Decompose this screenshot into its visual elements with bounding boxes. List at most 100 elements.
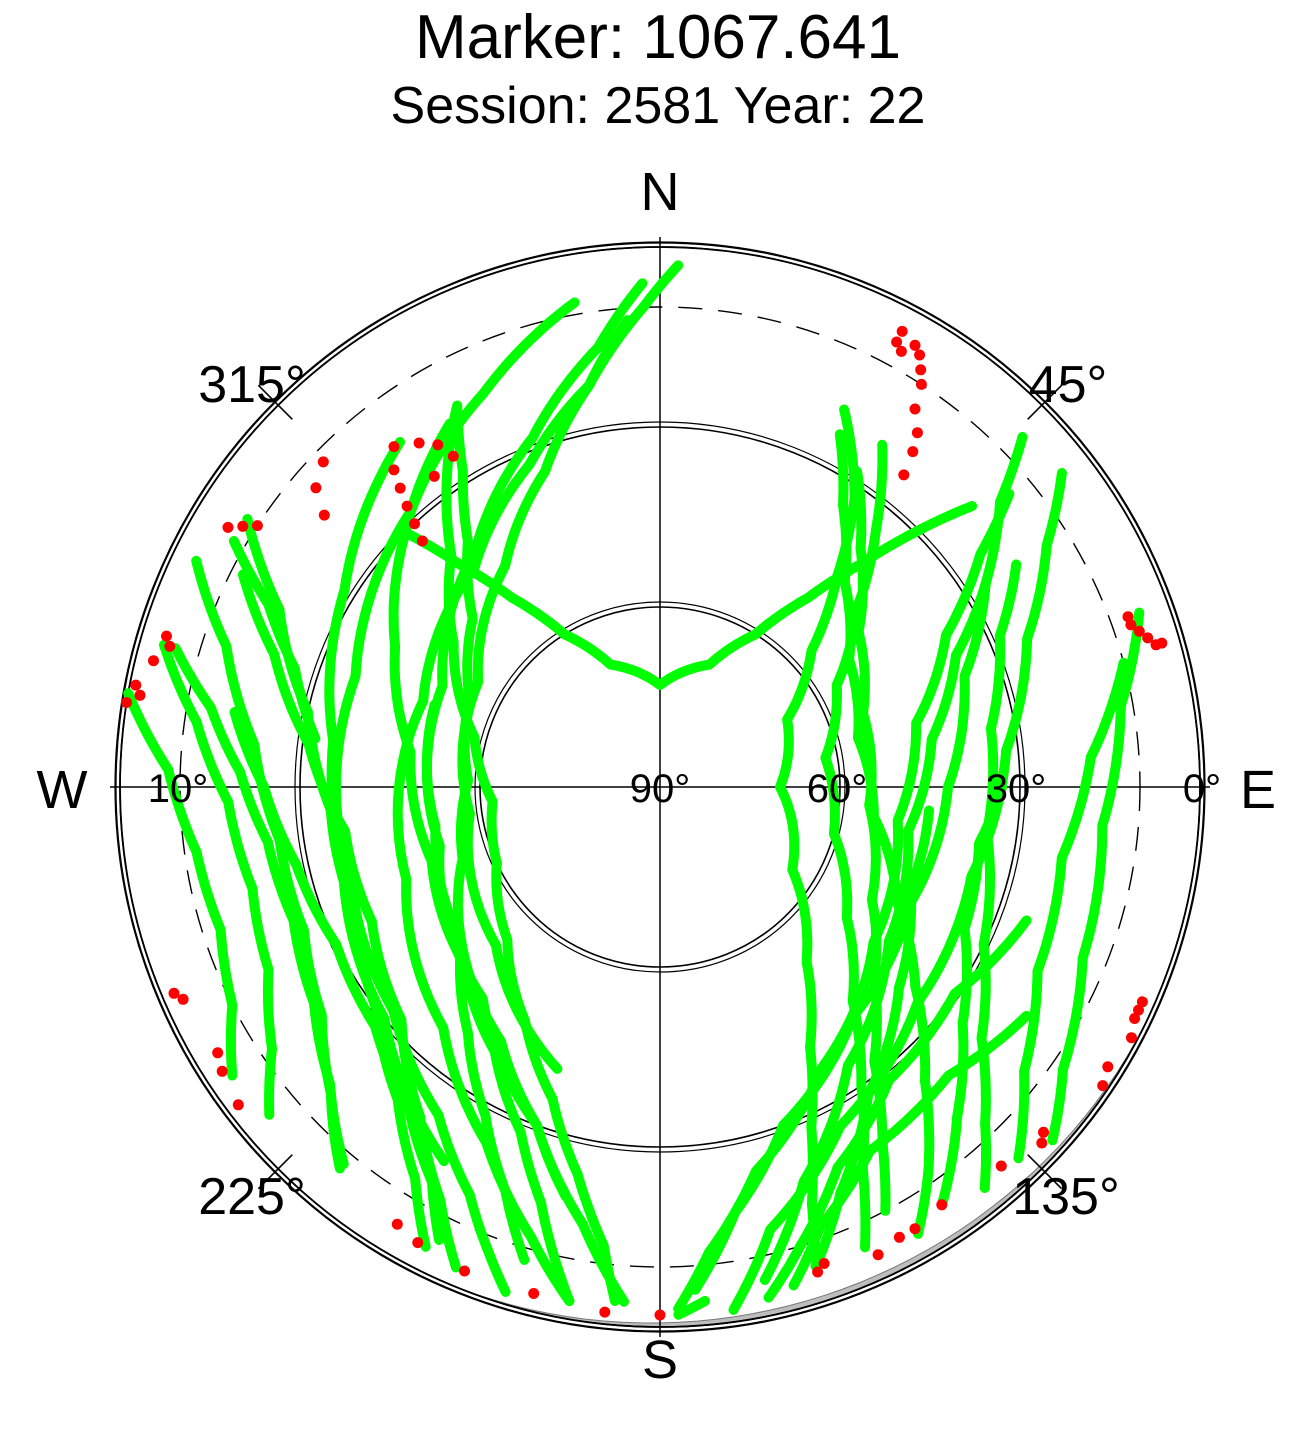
satellite-track-29 — [673, 488, 1015, 1314]
low-elevation-point-6 — [413, 437, 425, 449]
satellite-track-8 — [452, 400, 530, 1265]
azimuth-label-315: 315° — [198, 356, 306, 414]
low-elevation-points — [121, 325, 1168, 1321]
low-elevation-point-13 — [237, 520, 249, 532]
low-elevation-point-4 — [409, 518, 420, 530]
low-elevation-point-19 — [130, 679, 142, 691]
satellite-track-5 — [159, 639, 277, 1120]
low-elevation-point-17 — [164, 640, 176, 652]
elevation-label-60: 60° — [807, 767, 868, 811]
low-elevation-point-20 — [134, 689, 146, 701]
low-elevation-point-50 — [1133, 625, 1145, 637]
low-elevation-point-10 — [310, 482, 322, 494]
satellite-track-10 — [229, 707, 445, 1245]
low-elevation-point-37 — [909, 1223, 921, 1235]
low-elevation-point-43 — [1102, 1061, 1114, 1073]
satellite-track-32 — [228, 536, 321, 744]
azimuth-label-135: 135° — [1012, 1168, 1120, 1226]
low-elevation-point-53 — [1156, 637, 1168, 649]
low-elevation-point-2 — [394, 482, 406, 494]
low-elevation-point-41 — [1038, 1126, 1049, 1138]
low-elevation-point-59 — [915, 364, 927, 376]
low-elevation-point-3 — [401, 500, 413, 512]
low-elevation-point-22 — [168, 987, 180, 999]
compass-south: S — [642, 1330, 678, 1390]
low-elevation-point-29 — [459, 1265, 470, 1277]
satellite-track-19 — [936, 782, 1007, 1210]
satellite-track-33 — [673, 1296, 710, 1320]
low-elevation-point-12 — [317, 456, 329, 468]
elevation-label-90: 90° — [630, 767, 691, 811]
azimuth-label-225: 225° — [198, 1168, 306, 1226]
low-elevation-point-46 — [1133, 1004, 1144, 1016]
low-elevation-point-18 — [148, 655, 159, 667]
low-elevation-point-21 — [121, 697, 133, 708]
satellite-track-18 — [1013, 657, 1129, 1164]
low-elevation-point-58 — [915, 378, 927, 390]
low-elevation-point-51 — [1142, 632, 1154, 644]
azimuth-tick-225 — [257, 1154, 293, 1190]
elevation-label-0: 0° — [1183, 767, 1221, 811]
low-elevation-point-15 — [222, 521, 234, 533]
low-elevation-point-56 — [898, 469, 910, 481]
low-elevation-point-63 — [909, 339, 921, 351]
low-elevation-point-28 — [412, 1237, 424, 1249]
low-elevation-point-7 — [432, 439, 444, 451]
low-elevation-point-11 — [318, 509, 330, 521]
low-elevation-point-0 — [388, 441, 400, 453]
satellite-track-6 — [123, 688, 238, 1081]
low-elevation-point-24 — [212, 1047, 224, 1059]
low-elevation-point-62 — [896, 325, 908, 337]
azimuth-tick-135 — [1027, 1154, 1063, 1190]
low-elevation-point-42 — [1097, 1080, 1109, 1092]
low-elevation-point-36 — [893, 1231, 905, 1243]
low-elevation-point-30 — [528, 1288, 540, 1299]
azimuth-label-45: 45° — [1029, 356, 1108, 414]
low-elevation-point-33 — [812, 1266, 824, 1278]
low-elevation-point-40 — [1036, 1137, 1048, 1149]
satellite-track-31 — [421, 699, 571, 1202]
low-elevation-point-14 — [251, 520, 263, 532]
compass-east: E — [1240, 760, 1276, 820]
low-elevation-point-31 — [599, 1306, 611, 1318]
satellite-track-30 — [759, 578, 991, 1285]
low-elevation-point-64 — [895, 345, 907, 357]
low-elevation-point-26 — [232, 1099, 244, 1111]
low-elevation-point-9 — [428, 470, 440, 482]
low-elevation-point-54 — [911, 427, 923, 439]
axis-lines — [110, 237, 1210, 1337]
low-elevation-point-1 — [388, 464, 400, 476]
satellite-track-24 — [331, 297, 580, 1167]
low-elevation-point-32 — [654, 1309, 666, 1321]
low-elevation-point-44 — [1126, 1032, 1137, 1044]
low-elevation-point-47 — [1136, 996, 1148, 1008]
low-elevation-point-8 — [447, 450, 459, 462]
satellite-track-25 — [457, 315, 633, 1074]
satellite-track-11 — [170, 643, 349, 1169]
low-elevation-point-27 — [391, 1218, 403, 1230]
elevation-label-10: 10° — [148, 767, 209, 811]
low-elevation-point-61 — [891, 336, 903, 348]
elevation-label-30: 30° — [986, 767, 1047, 811]
low-elevation-point-34 — [818, 1258, 830, 1269]
azimuth-tick-45 — [1027, 384, 1063, 420]
low-elevation-point-23 — [177, 993, 189, 1005]
low-elevation-point-39 — [995, 1160, 1007, 1172]
low-elevation-point-57 — [909, 403, 921, 415]
satellite-tracks — [123, 260, 1145, 1320]
low-elevation-point-49 — [1125, 619, 1137, 631]
satellite-track-22 — [810, 805, 934, 1272]
low-elevation-point-60 — [914, 349, 926, 361]
satellite-track-20 — [788, 1010, 1032, 1291]
low-elevation-point-45 — [1129, 1013, 1141, 1024]
low-elevation-point-25 — [216, 1065, 228, 1077]
satellite-track-15 — [834, 429, 935, 1239]
low-elevation-point-16 — [161, 630, 172, 642]
compass-west: W — [37, 760, 88, 820]
chart-title: Marker: 1067.641 — [415, 3, 901, 72]
low-elevation-point-38 — [936, 1199, 948, 1211]
satellite-track-17 — [1047, 607, 1145, 1146]
azimuth-tick-315 — [257, 384, 293, 420]
low-elevation-point-5 — [416, 535, 428, 547]
